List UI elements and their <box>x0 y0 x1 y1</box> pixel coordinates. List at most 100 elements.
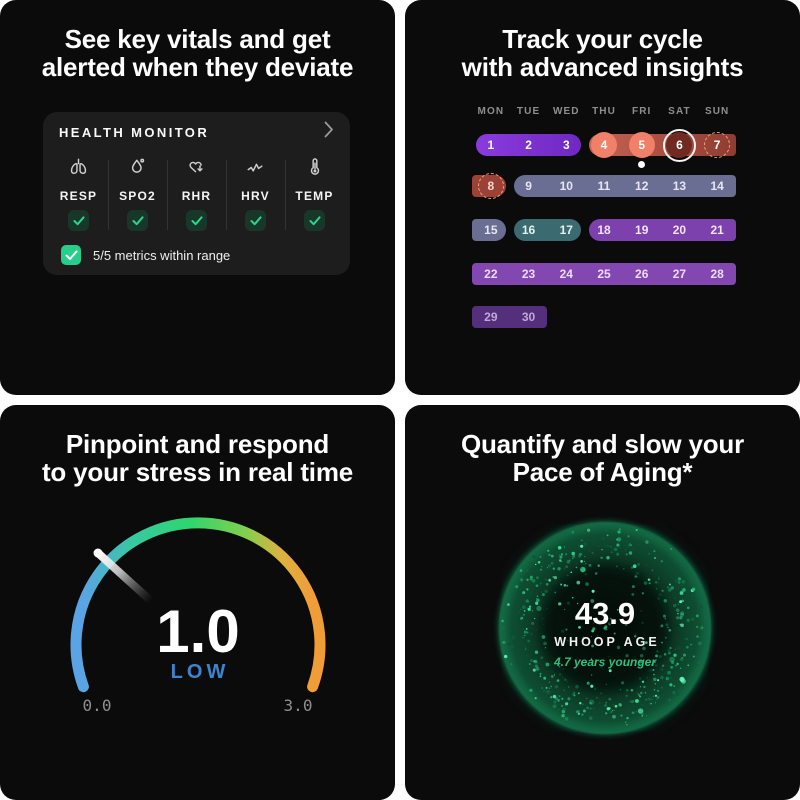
checkbox-checked-icon[interactable] <box>61 245 81 265</box>
metric-rhr: RHR <box>167 154 226 234</box>
calendar-day[interactable]: 14 <box>710 179 724 193</box>
metric-label: HRV <box>241 189 270 203</box>
calendar-day[interactable]: 25 <box>597 267 611 281</box>
calendar-day[interactable]: 17 <box>559 223 573 237</box>
calendar-day[interactable]: 8 <box>487 179 495 193</box>
calendar-day[interactable]: 16 <box>521 223 536 237</box>
health-monitor-card[interactable]: HEALTH MONITOR RESP SPO2 RHR HRV TEMP 5/5 me… <box>43 112 350 275</box>
calendar-day[interactable]: 29 <box>484 310 498 324</box>
calendar-day[interactable]: 2 <box>525 138 532 152</box>
weekday-label: SUN <box>704 106 730 117</box>
calendar-day[interactable]: 15 <box>484 223 498 237</box>
metric-check-icon <box>186 210 207 231</box>
title-line: Quantify and slow your <box>460 429 745 459</box>
calendar-day[interactable]: 5 <box>638 138 646 152</box>
health-monitor-header[interactable]: HEALTH MONITOR <box>43 112 350 152</box>
panel-pace-of-aging: Quantify and slow your Pace of Aging* <box>405 405 800 800</box>
metric-check-icon <box>68 210 89 231</box>
droplet-icon <box>124 154 151 186</box>
title-line: Track your cycle <box>502 24 703 54</box>
panel-stress-monitor: Pinpoint and respond to your stress in r… <box>0 405 395 800</box>
cycle-phase-band <box>472 306 548 328</box>
predicted-day-circle <box>704 132 731 158</box>
title-line: to your stress in real time <box>41 457 354 487</box>
panel-title-cycle: Track your cycle with advanced insights <box>405 25 800 81</box>
pulse-icon <box>242 154 269 186</box>
metrics-summary-text: 5/5 metrics within range <box>93 247 231 263</box>
cycle-phase-band <box>513 175 736 197</box>
gauge-min-label: 0.0 <box>83 696 112 715</box>
calendar-day[interactable]: 1 <box>487 138 495 152</box>
calendar-day[interactable]: 20 <box>672 223 687 237</box>
age-orb-rim <box>498 521 712 735</box>
predicted-day-circle <box>477 173 504 199</box>
calendar-day[interactable]: 18 <box>597 223 611 237</box>
metric-label: RHR <box>181 189 212 203</box>
calendar-day[interactable]: 13 <box>672 179 687 193</box>
title-line: with advanced insights <box>461 52 744 82</box>
whoop-age-visualization: 43.9 WHOOP AGE 4.7 years younger <box>498 521 712 735</box>
metric-check-icon <box>127 210 148 231</box>
title-line: Pace of Aging* <box>512 457 693 487</box>
gauge-max-label: 3.0 <box>284 696 313 715</box>
calendar-day[interactable]: 9 <box>525 179 532 193</box>
calendar-day[interactable]: 21 <box>710 223 724 237</box>
calendar-day[interactable]: 7 <box>713 138 721 152</box>
panel-cycle-tracking: Track your cycle with advanced insights … <box>405 0 800 395</box>
title-line: See key vitals and get <box>64 24 331 54</box>
thermometer-icon <box>301 154 328 186</box>
years-younger-label: 4.7 years younger <box>553 655 657 669</box>
metric-resp: RESP <box>49 154 108 234</box>
metric-temp: TEMP <box>285 154 344 234</box>
panel-title-vitals: See key vitals and get alerted when they… <box>0 25 395 81</box>
calendar-day[interactable]: 22 <box>484 267 498 281</box>
stress-gauge: 1.0 LOW 0.0 3.0 <box>70 517 326 715</box>
cycle-phase-band <box>472 219 506 241</box>
calendar-day[interactable]: 4 <box>600 138 608 152</box>
calendar-day[interactable]: 24 <box>559 267 573 281</box>
health-monitor-title: HEALTH MONITOR <box>59 124 210 140</box>
calendar-day[interactable]: 27 <box>672 267 687 281</box>
weekday-label: THU <box>592 106 616 117</box>
weekday-label: SAT <box>668 106 691 117</box>
calendar-day[interactable]: 10 <box>559 179 573 193</box>
calendar-day[interactable]: 6 <box>676 138 683 152</box>
calendar-day[interactable]: 3 <box>562 138 570 152</box>
panel-health-monitor: See key vitals and get alerted when they… <box>0 0 395 395</box>
whoop-age-label: WHOOP AGE <box>554 635 659 649</box>
period-day-circle <box>591 132 617 158</box>
metric-label: TEMP <box>295 189 334 203</box>
calendar-day[interactable]: 11 <box>597 179 611 193</box>
metric-list: RESP SPO2 RHR HRV TEMP <box>49 154 344 234</box>
calendar-day[interactable]: 28 <box>710 267 724 281</box>
gauge-arc <box>70 517 326 693</box>
metric-hrv: HRV <box>226 154 285 234</box>
calendar-day[interactable]: 19 <box>635 223 649 237</box>
calendar-day[interactable]: 12 <box>635 179 649 193</box>
metric-label: RESP <box>59 189 98 203</box>
lungs-icon <box>65 154 92 186</box>
gauge-level-label: LOW <box>171 661 230 683</box>
selected-day-ring <box>662 128 696 162</box>
particle-ring <box>501 527 706 726</box>
calendar-day[interactable]: 23 <box>521 267 536 281</box>
cycle-phase-band <box>589 134 736 156</box>
panel-title-stress: Pinpoint and respond to your stress in r… <box>0 430 395 486</box>
period-day-circle <box>628 132 655 158</box>
calendar-day[interactable]: 26 <box>635 267 649 281</box>
gauge-needle-tip <box>93 548 103 558</box>
weekday-label: FRI <box>632 106 652 117</box>
title-line: Pinpoint and respond <box>65 429 330 459</box>
weekday-label: TUE <box>516 106 541 117</box>
gauge-value: 1.0 <box>156 598 239 665</box>
metric-label: SPO2 <box>119 189 156 203</box>
cycle-calendar: MON TUE WED THU FRI SAT SUN 1 2 3 4 5 6 7 8 9 10 11 12 13 1… <box>472 106 736 346</box>
cycle-phase-band <box>476 134 582 156</box>
heart-down-icon <box>183 154 210 186</box>
cycle-phase-band <box>513 219 582 241</box>
metric-check-icon <box>245 210 266 231</box>
chevron-right-icon[interactable] <box>324 121 334 143</box>
calendar-day[interactable]: 30 <box>521 310 536 324</box>
weekday-header-row: MON TUE WED THU FRI SAT SUN <box>472 106 736 117</box>
